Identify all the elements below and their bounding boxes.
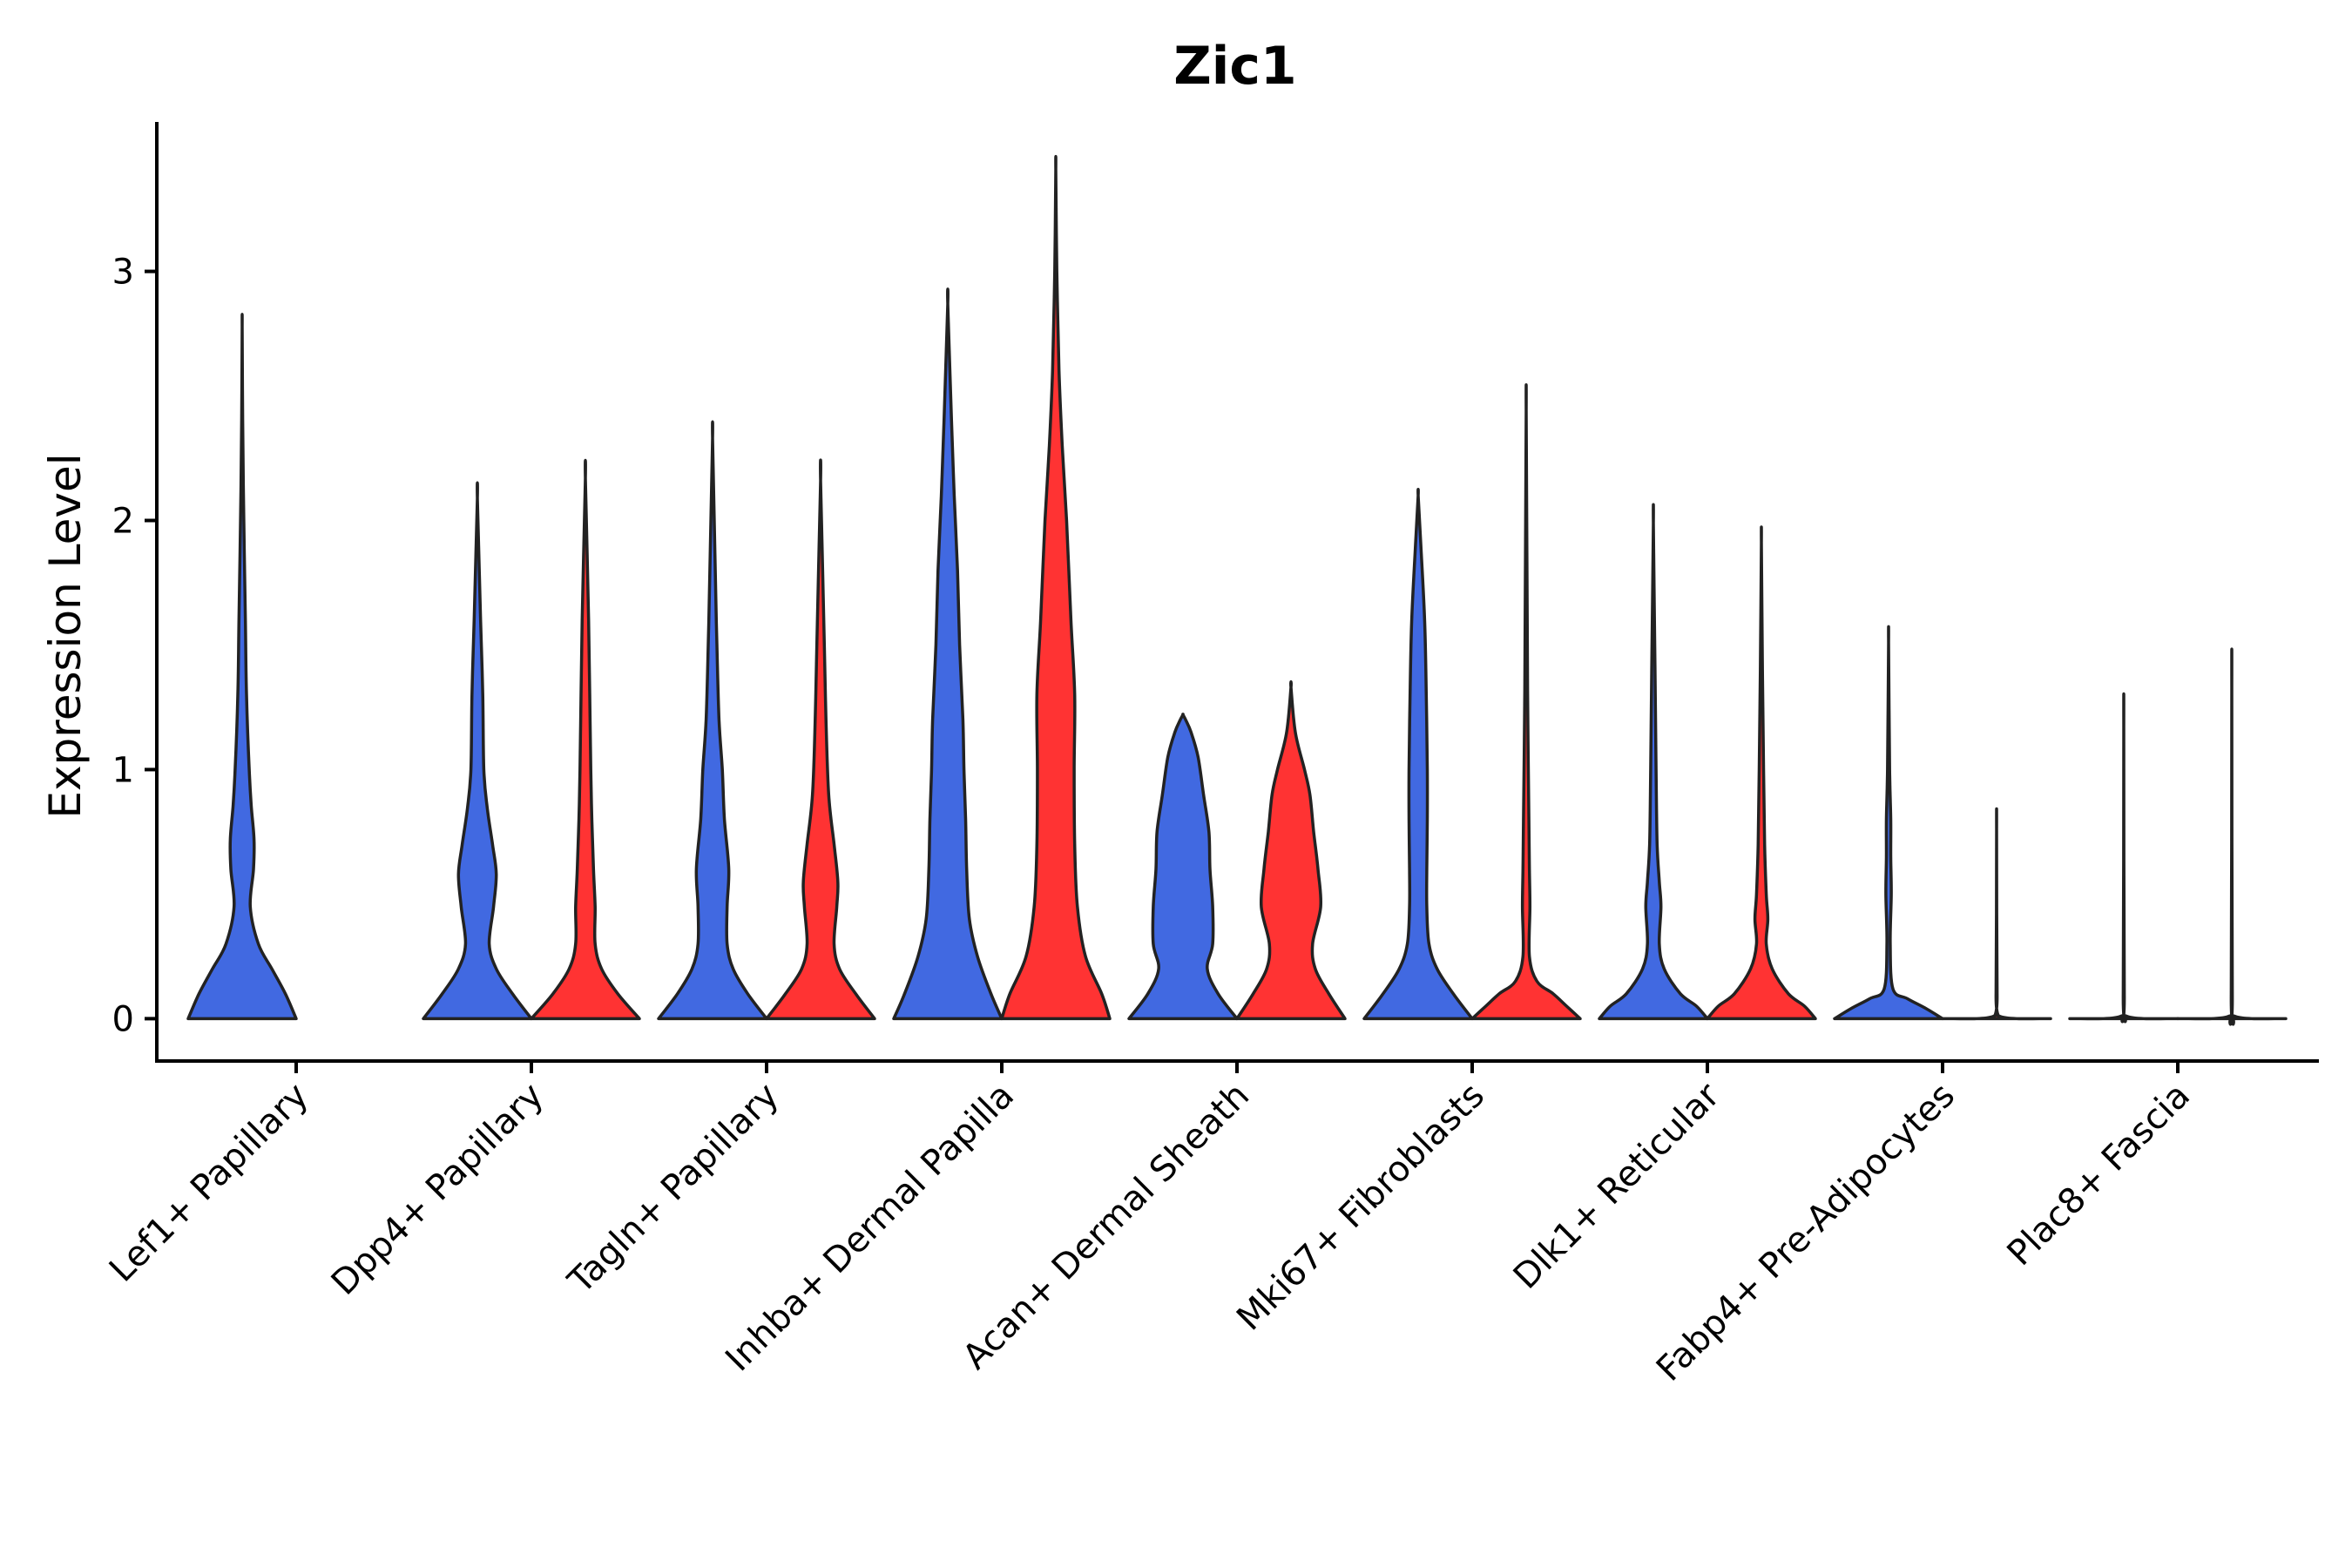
x-axis-ticks: Lef1+ Papillary Dpp4+ Papillary Tagln+ Pap… xyxy=(102,1061,2198,1389)
y-axis-ticks: 0 1 2 3 xyxy=(112,253,157,1039)
x-tick-label: Dpp4+ Papillary xyxy=(324,1076,551,1303)
violin-plac8-fascia-blue xyxy=(2068,693,2180,1024)
x-tick-label: Mki67+ Fibroblasts xyxy=(1229,1076,1492,1339)
y-tick-label: 1 xyxy=(112,750,134,790)
violin-tagln-papillary-blue xyxy=(657,420,768,1021)
y-tick-label: 2 xyxy=(112,502,134,542)
x-tick-label: Lef1+ Papillary xyxy=(102,1076,316,1290)
y-tick-label: 0 xyxy=(112,999,134,1039)
violin-fabp4-pre-adipocytes-blue xyxy=(1833,625,1944,1021)
x-tick-label: Tagln+ Papillary xyxy=(560,1076,787,1302)
violin-plac8-fascia-red xyxy=(2176,647,2288,1026)
violin-inhba-dermal-papilla-blue xyxy=(892,287,1004,1021)
violin-tagln-papillary-red xyxy=(765,458,876,1021)
chart-title: Zic1 xyxy=(1173,36,1296,97)
violin-acan-dermal-sheath-blue xyxy=(1127,713,1239,1021)
violin-dlk1-reticular-blue xyxy=(1598,503,1709,1021)
violin-acan-dermal-sheath-red xyxy=(1235,679,1347,1021)
violin-mki67-fibroblasts-red xyxy=(1470,383,1582,1021)
violin-mki67-fibroblasts-blue xyxy=(1362,488,1474,1021)
violin-dlk1-reticular-red xyxy=(1706,525,1817,1021)
violin-layer xyxy=(186,154,2288,1026)
violin-fabp4-pre-adipocytes-red xyxy=(1941,807,2052,1021)
violin-dpp4-papillary-blue xyxy=(422,481,533,1021)
x-tick-label: Dlk1+ Reticular xyxy=(1506,1075,1728,1297)
violin-dpp4-papillary-red xyxy=(530,458,641,1021)
x-tick-label: Plac8+ Fascia xyxy=(2000,1076,2199,1274)
violin-lef1-papillary-blue xyxy=(186,313,298,1021)
y-tick-label: 3 xyxy=(112,253,134,293)
y-axis-label: Expression Level xyxy=(40,453,91,818)
violin-inhba-dermal-papilla-red xyxy=(1000,154,1112,1021)
